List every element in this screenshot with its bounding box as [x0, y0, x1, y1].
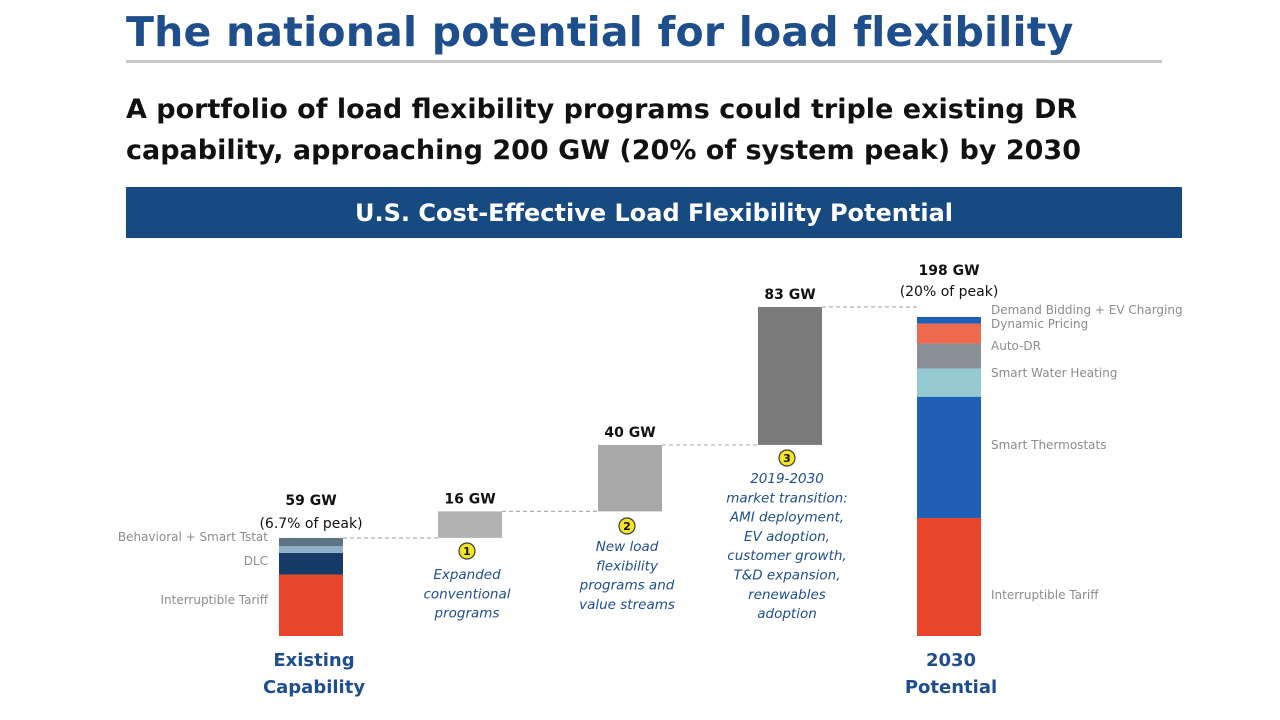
potential-total-label: 198 GW [918, 263, 979, 279]
step-marker-1-label: 1 [463, 545, 471, 558]
potential-segment-2 [917, 368, 981, 397]
existing-legend-label: Behavioral + Smart Tstat [118, 530, 268, 544]
step-marker-1 [458, 542, 476, 560]
existing-legend-label: DLC [244, 554, 268, 568]
existing-segment-0 [279, 574, 343, 636]
potential-legend-label: Interruptible Tariff [991, 588, 1099, 602]
step-marker-2-label: 2 [623, 520, 631, 533]
step-bar-3 [758, 307, 822, 445]
step-annotation-line: programs and [579, 578, 675, 594]
step-annotation-line: T&D expansion, [733, 568, 840, 584]
step-value-label: 83 GW [764, 287, 815, 303]
step-bar-1 [438, 511, 502, 538]
step-marker-3-label: 3 [783, 452, 791, 465]
chart-banner: U.S. Cost-Effective Load Flexibility Pot… [126, 187, 1182, 238]
title-underline [126, 60, 1162, 63]
step-annotation-line: programs [434, 606, 500, 622]
potential-segment-5 [917, 316, 981, 324]
step-bar-2 [598, 444, 662, 512]
step-annotation-line: conventional [424, 586, 511, 602]
potential-segment-4 [917, 323, 981, 344]
step-annotation-line: New load [596, 539, 659, 555]
potential-legend-label: Dynamic Pricing [991, 317, 1088, 331]
potential-legend-label: Auto-DR [991, 339, 1041, 353]
page-title: The national potential for load flexibil… [126, 8, 1074, 56]
potential-share-label: (20% of peak) [900, 284, 999, 300]
existing-share-label: (6.7% of peak) [259, 516, 362, 532]
potential-segment-3 [917, 343, 981, 369]
step-marker-3 [778, 449, 796, 467]
step-annotation-line: Expanded [433, 567, 501, 583]
slide-subtitle: A portfolio of load flexibility programs… [126, 94, 1082, 166]
step-annotation-line: 2019-2030 [750, 471, 824, 487]
category-label-existing: Capability [263, 677, 365, 698]
category-label-2030: Potential [905, 677, 997, 698]
existing-total-label: 59 GW [285, 493, 336, 509]
potential-segment-0 [917, 518, 981, 636]
category-label-existing: Existing [273, 650, 354, 671]
step-annotation-line: market transition: [726, 490, 848, 506]
step-annotation-line: adoption [757, 606, 817, 622]
existing-segment-3 [279, 537, 343, 547]
step-annotation-line: customer growth, [727, 548, 846, 564]
potential-legend-label: Smart Thermostats [991, 438, 1106, 452]
potential-legend-label: Smart Water Heating [991, 366, 1117, 380]
step-marker-2 [618, 517, 636, 535]
step-value-label: 16 GW [444, 491, 495, 507]
step-annotation-line: EV adoption, [744, 529, 830, 545]
existing-legend-label: Interruptible Tariff [160, 593, 268, 607]
step-annotation-line: renewables [748, 587, 826, 603]
step-annotation-line: flexibility [596, 558, 659, 574]
category-label-2030: 2030 [926, 650, 976, 671]
potential-segment-1 [917, 396, 981, 519]
step-annotation-line: value streams [579, 597, 675, 613]
existing-segment-1 [279, 552, 343, 575]
chart-banner-title: U.S. Cost-Effective Load Flexibility Pot… [355, 198, 953, 227]
existing-segment-2 [279, 546, 343, 553]
step-annotation-line: AMI deployment, [729, 510, 844, 526]
potential-legend-label: Demand Bidding + EV Charging [991, 303, 1183, 317]
step-value-label: 40 GW [604, 425, 655, 441]
